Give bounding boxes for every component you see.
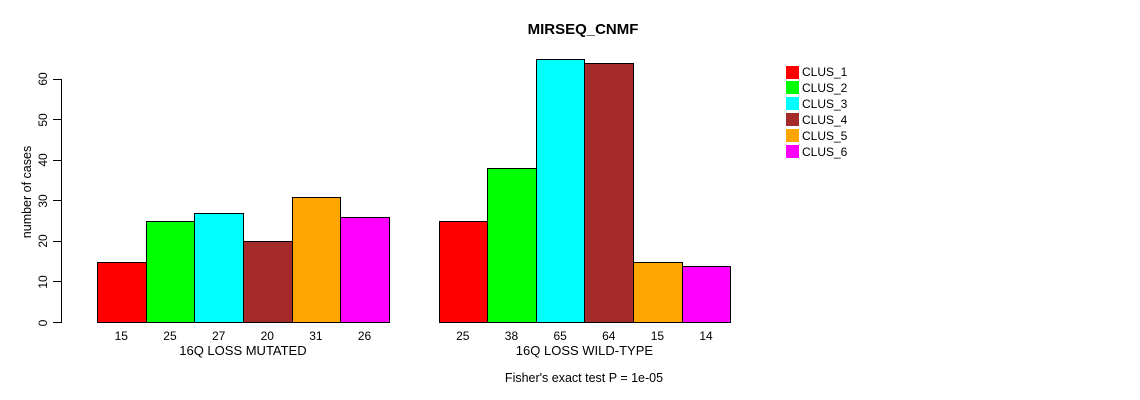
legend-label-clus_1: CLUS_1 [802, 65, 848, 79]
legend-swatch-clus_3 [785, 97, 799, 111]
bar-clus_4 [242, 241, 293, 323]
bar-value-label: 20 [260, 329, 274, 343]
y-tick-label: 30 [36, 194, 50, 208]
y-tick-mark [53, 281, 61, 283]
y-tick-label: 0 [36, 319, 50, 326]
y-tick-label: 60 [36, 72, 50, 86]
bar-clus_5 [291, 196, 342, 323]
legend-label-clus_3: CLUS_3 [802, 96, 848, 111]
bar-value-label: 65 [553, 329, 567, 343]
y-tick-mark [53, 200, 61, 202]
y-tick-label: 20 [36, 234, 50, 249]
y-tick-mark [53, 240, 61, 242]
bar-clus_2 [487, 168, 537, 323]
legend-swatch-clus_4 [785, 113, 799, 127]
bar-clus_1 [438, 221, 489, 323]
bar-value-label: 38 [504, 329, 519, 343]
bar-value-label: 25 [163, 329, 177, 343]
x-group-label: 16Q LOSS MUTATED [179, 343, 307, 358]
bar-clus_3 [194, 212, 244, 323]
legend-swatch-clus_2 [785, 81, 799, 95]
bar-value-label: 64 [602, 329, 616, 343]
y-tick-mark [53, 322, 61, 323]
y-tick-label: 50 [36, 112, 50, 127]
chart-title: MIRSEQ_CNMF [527, 21, 639, 38]
bar-clus_5 [633, 261, 683, 323]
bar-clus_2 [145, 221, 196, 323]
legend-swatch-clus_6 [785, 145, 799, 158]
bar-clus_1 [97, 261, 147, 323]
legend-label-clus_6: CLUS_6 [802, 144, 848, 159]
bar-value-label: 15 [650, 329, 665, 343]
x-group-label: 16Q LOSS WILD-TYPE [515, 343, 654, 358]
legend-swatch-clus_1 [785, 65, 799, 79]
bar-clus_6 [681, 265, 732, 323]
footnote-text: Fisher's exact test P = 1e-05 [504, 371, 664, 385]
y-tick-mark [53, 78, 61, 80]
bar-value-label: 15 [114, 329, 128, 343]
y-axis-line [61, 79, 62, 323]
legend-label-clus_2: CLUS_2 [802, 80, 848, 95]
bar-clus_6 [340, 216, 390, 323]
bar-value-label: 31 [309, 329, 323, 343]
bar-value-label: 14 [699, 329, 713, 343]
bar-value-label: 26 [357, 329, 372, 343]
bar-clus_4 [584, 62, 635, 323]
legend-label-clus_4: CLUS_4 [802, 112, 848, 127]
y-tick-label: 40 [36, 153, 50, 167]
bar-value-label: 27 [211, 329, 226, 343]
y-tick-mark [53, 159, 61, 161]
legend-swatch-clus_5 [785, 129, 799, 143]
bar-clus_3 [535, 58, 586, 323]
y-axis-label: number of cases [20, 145, 34, 239]
legend-label-clus_5: CLUS_5 [802, 128, 848, 143]
bar-value-label: 25 [456, 329, 470, 343]
y-tick-label: 10 [36, 275, 50, 289]
y-tick-mark [53, 119, 61, 121]
